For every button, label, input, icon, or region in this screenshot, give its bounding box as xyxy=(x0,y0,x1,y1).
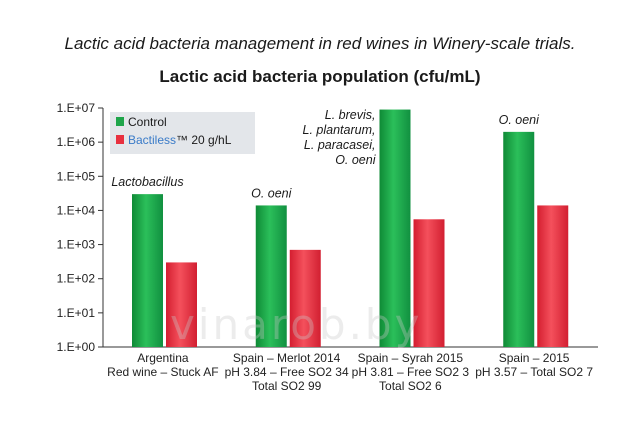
bar-control xyxy=(379,109,411,348)
x-category-label: Spain – Syrah 2015 xyxy=(358,351,464,365)
x-category-label: pH 3.57 – Total SO2 7 xyxy=(475,365,593,379)
bar-annotation: O. oeni xyxy=(335,153,377,167)
bar-control xyxy=(255,205,287,347)
legend-brand: Bactiless xyxy=(128,133,176,147)
legend-label: Bactiless™ 20 g/hL xyxy=(128,133,232,147)
y-tick-label: 1.E+03 xyxy=(57,238,96,252)
page-heading: Lactic acid bacteria management in red w… xyxy=(64,34,576,53)
legend-box xyxy=(110,112,255,154)
legend-dose: ™ 20 g/hL xyxy=(176,133,232,147)
bar-bactiless xyxy=(537,205,569,347)
y-tick-label: 1.E+07 xyxy=(57,101,96,115)
x-category-label: Spain – 2015 xyxy=(499,351,570,365)
y-tick-label: 1.E+00 xyxy=(57,340,96,354)
x-category-label: Argentina xyxy=(137,351,189,365)
legend-swatch-control xyxy=(116,117,124,126)
y-tick-label: 1.E+05 xyxy=(57,169,96,183)
bar-bactiless xyxy=(413,219,445,347)
x-category-label: Spain – Merlot 2014 xyxy=(233,351,341,365)
x-category-label: pH 3.84 – Free SO2 34 xyxy=(225,365,349,379)
bar-bactiless xyxy=(289,249,321,347)
y-tick-label: 1.E+01 xyxy=(57,306,96,320)
bar-annotation: L. paracasei, xyxy=(304,138,376,152)
bar-control xyxy=(132,194,163,347)
x-category-label: pH 3.81 – Free SO2 3 xyxy=(352,365,470,379)
y-tick-label: 1.E+04 xyxy=(57,203,96,217)
y-tick-label: 1.E+02 xyxy=(57,272,96,286)
y-tick-label: 1.E+06 xyxy=(57,135,96,149)
x-category-label: Red wine – Stuck AF xyxy=(107,365,218,379)
legend-label: Control xyxy=(128,115,167,129)
legend-swatch-bactiless xyxy=(116,135,124,144)
chart-title: Lactic acid bacteria population (cfu/mL) xyxy=(159,67,481,86)
x-category-label: Total SO2 6 xyxy=(379,379,442,393)
bar-annotation: L. brevis, xyxy=(325,108,376,122)
bar-annotation: O. oeni xyxy=(499,113,541,127)
bar-annotation: Lactobacillus xyxy=(111,175,183,189)
x-category-label: Total SO2 99 xyxy=(252,379,322,393)
bar-control xyxy=(503,131,535,347)
bar-annotation: L. plantarum, xyxy=(303,123,376,137)
bar-bactiless xyxy=(166,262,197,347)
bar-annotation: O. oeni xyxy=(251,186,293,200)
